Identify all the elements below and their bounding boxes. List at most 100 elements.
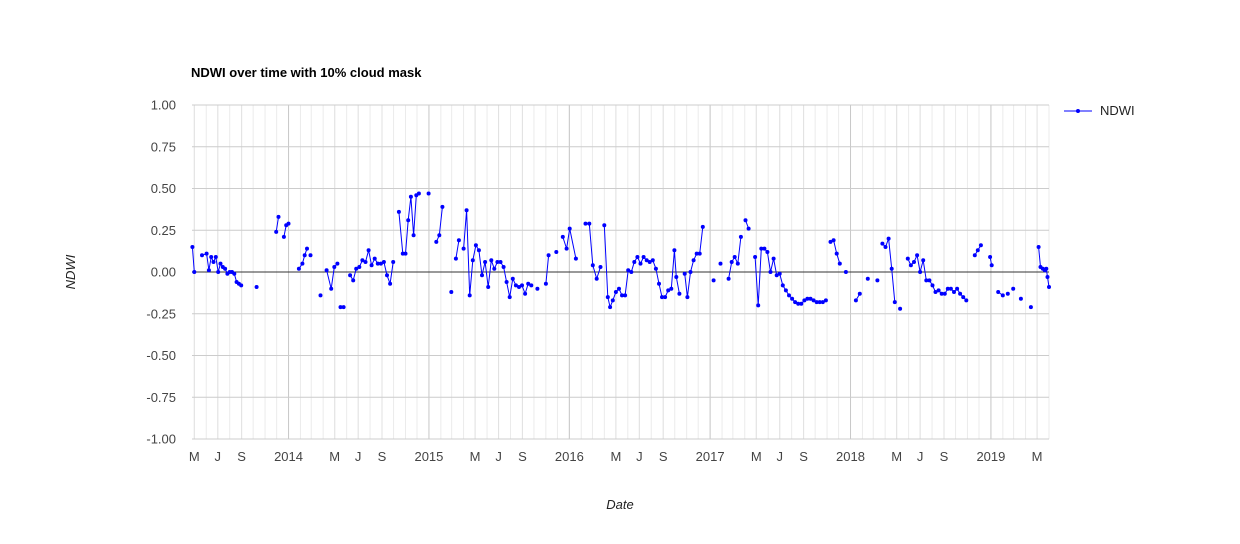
data-point	[629, 270, 634, 274]
y-tick-label: -0.50	[146, 348, 176, 363]
data-point	[746, 226, 751, 231]
series-line-segment	[298, 248, 308, 269]
data-point	[408, 194, 413, 199]
y-tick-label: 0.50	[151, 181, 176, 196]
data-point	[480, 273, 484, 278]
data-point	[360, 258, 365, 263]
data-point	[735, 261, 740, 266]
data-point	[617, 286, 621, 291]
data-point	[912, 260, 916, 264]
data-point	[883, 245, 888, 249]
data-point	[324, 268, 329, 273]
data-point	[805, 296, 810, 301]
data-point	[513, 283, 518, 288]
data-point	[403, 251, 408, 256]
x-tick-label: J	[776, 449, 783, 464]
data-point	[908, 263, 913, 268]
data-point	[942, 291, 947, 296]
data-point	[369, 263, 374, 268]
data-point	[590, 263, 595, 268]
data-point	[200, 253, 204, 258]
data-point	[274, 229, 279, 234]
data-point	[623, 293, 628, 298]
data-point	[933, 290, 938, 294]
data-point	[889, 266, 894, 271]
data-point	[1005, 291, 1010, 296]
data-point	[211, 260, 216, 264]
data-point	[385, 273, 389, 278]
data-point	[529, 283, 534, 288]
data-point	[218, 261, 223, 266]
data-point	[875, 278, 880, 283]
data-point	[504, 280, 509, 284]
x-tick-label: M	[891, 449, 902, 464]
data-point	[449, 290, 454, 294]
x-tick-label: J	[215, 449, 222, 464]
series-line-segment	[398, 193, 420, 255]
data-point	[308, 253, 313, 258]
data-point	[605, 295, 610, 300]
data-point	[190, 245, 195, 249]
data-point	[771, 256, 776, 261]
data-point	[975, 248, 980, 253]
data-point	[817, 300, 822, 305]
y-tick-label: -0.25	[146, 306, 176, 321]
data-point	[598, 265, 603, 269]
data-point	[948, 286, 953, 291]
data-point	[892, 300, 897, 305]
data-point	[653, 266, 658, 271]
data-point	[759, 246, 764, 251]
data-point	[823, 298, 828, 303]
data-point	[546, 253, 551, 258]
data-point	[927, 278, 932, 283]
data-point	[351, 278, 356, 283]
data-point	[206, 268, 211, 273]
series-line-segment	[191, 246, 195, 273]
data-point	[924, 278, 929, 283]
data-point	[216, 270, 221, 274]
data-point	[523, 291, 528, 296]
x-tick-label: 2014	[274, 449, 303, 464]
series-line-segment	[562, 228, 577, 259]
data-point	[406, 218, 411, 223]
data-point	[834, 251, 839, 256]
data-point	[357, 265, 362, 269]
x-tick-label: S	[518, 449, 527, 464]
data-point	[685, 295, 690, 300]
data-point	[213, 255, 218, 259]
data-point	[204, 251, 209, 256]
data-point	[620, 293, 624, 298]
data-point	[517, 285, 521, 289]
x-tick-label: 2016	[555, 449, 584, 464]
data-point	[437, 233, 442, 238]
data-point	[774, 273, 779, 278]
data-point	[1011, 286, 1016, 291]
series-line-segment	[326, 263, 338, 289]
x-tick-label: 2018	[836, 449, 865, 464]
data-point	[396, 209, 401, 214]
data-point	[663, 295, 668, 300]
data-point	[526, 281, 531, 286]
series-line-segment	[455, 240, 460, 259]
data-point	[641, 255, 646, 259]
data-point	[209, 255, 214, 259]
legend-marker	[1076, 109, 1080, 113]
y-tick-label: -1.00	[146, 432, 176, 447]
data-point	[799, 301, 804, 306]
data-point	[765, 250, 770, 254]
data-point	[223, 266, 228, 271]
data-point	[470, 258, 475, 263]
data-point	[738, 234, 743, 239]
data-point	[1044, 266, 1049, 271]
data-point	[276, 214, 281, 219]
data-point	[939, 291, 944, 296]
data-point	[964, 298, 969, 303]
x-tick-label: M	[1032, 449, 1043, 464]
data-point	[567, 226, 572, 231]
data-point	[375, 261, 380, 266]
data-point	[837, 261, 842, 266]
data-point	[378, 261, 383, 266]
data-point	[381, 260, 386, 264]
data-point	[1028, 305, 1033, 310]
